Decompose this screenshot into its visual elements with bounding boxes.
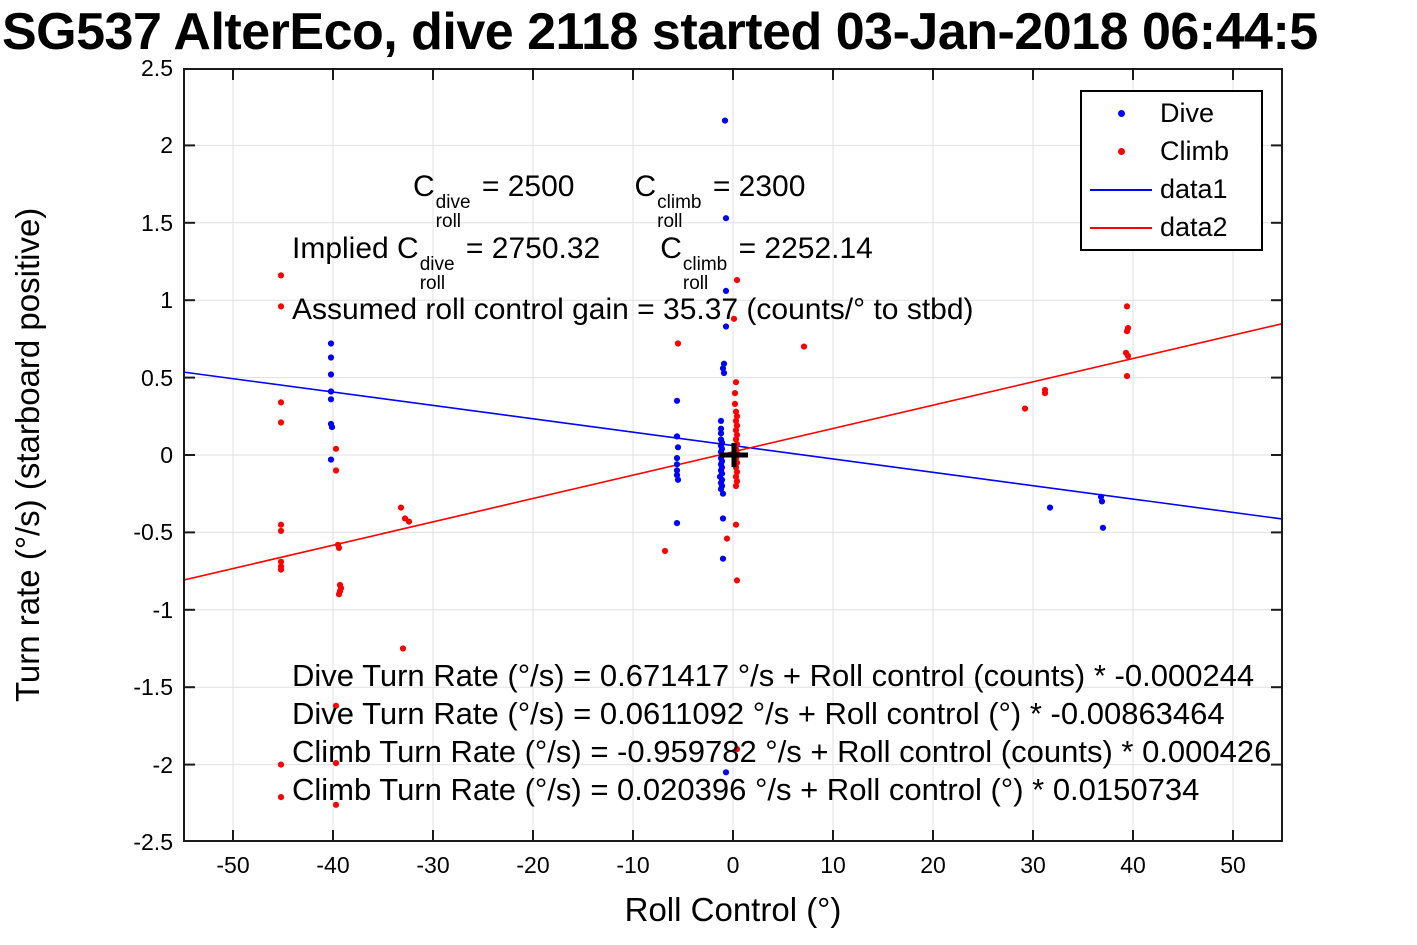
x-tick-label: 50 (1220, 852, 1246, 878)
climb-dot-marker-icon (1117, 147, 1125, 155)
origin-plus-marker (720, 443, 748, 467)
plot-canvas (183, 68, 1283, 842)
data1-line-marker-icon (1090, 188, 1152, 191)
y-tick-label: -0.5 (133, 519, 173, 546)
dive-dot-marker-icon (1117, 109, 1125, 117)
y-tick-label: 0.5 (141, 364, 173, 391)
y-tick-label: 2 (160, 132, 173, 159)
y-tick-label: -2 (152, 751, 173, 778)
x-tick-label: -30 (416, 852, 450, 878)
dive-scatter-points (327, 117, 1107, 776)
x-tick-label: -20 (516, 852, 550, 878)
y-tick-label: 0 (160, 442, 173, 468)
y-tick-label: -1.5 (133, 674, 173, 701)
y-axis-label: Turn rate (°/s) (starboard positive) (9, 207, 46, 703)
legend-label: Dive (1160, 97, 1215, 128)
x-tick-label: 30 (1020, 852, 1046, 878)
fit-equations: Dive Turn Rate (°/s) = 0.671417 °/s + Ro… (292, 657, 1271, 809)
legend: Dive Climb data1 data2 (1080, 90, 1263, 251)
legend-item-data1: data1 (1082, 172, 1261, 208)
legend-label: data2 (1160, 212, 1228, 243)
legend-item-data2: data2 (1082, 210, 1261, 246)
equation-line-dive-deg: Dive Turn Rate (°/s) = 0.0611092 °/s + R… (292, 696, 1225, 731)
x-tick-label: 40 (1120, 852, 1146, 878)
x-axis-label: Roll Control (°) (624, 891, 842, 928)
y-tick-label: -2.5 (133, 829, 173, 855)
x-tick-label: 10 (820, 852, 846, 878)
y-tick-label: 1.5 (141, 209, 173, 236)
x-tick-label: 20 (920, 852, 946, 878)
equation-line-dive-counts: Dive Turn Rate (°/s) = 0.671417 °/s + Ro… (292, 658, 1255, 693)
x-tick-label: 0 (726, 852, 740, 878)
y-tick-label: 1 (160, 287, 173, 314)
legend-item-dive: Dive (1082, 95, 1261, 131)
plot-frame (183, 68, 1283, 842)
legend-label: data1 (1160, 174, 1228, 205)
chart-title: SG537 AlterEco, dive 2118 started 03-Jan… (2, 3, 1318, 61)
x-tick-label: -10 (616, 852, 650, 878)
x-tick-label: -50 (216, 852, 250, 878)
equation-line-climb-counts: Climb Turn Rate (°/s) = -0.959782 °/s + … (292, 734, 1272, 769)
annotation-roll-gain: Assumed roll control gain = 35.37 (count… (292, 293, 974, 326)
x-tick-label: -40 (316, 852, 350, 878)
legend-label: Climb (1160, 135, 1230, 166)
legend-item-climb: Climb (1082, 133, 1261, 169)
data2-line-marker-icon (1090, 226, 1152, 229)
y-tick-label: -1 (152, 596, 173, 623)
equation-line-climb-deg: Climb Turn Rate (°/s) = 0.020396 °/s + R… (292, 772, 1200, 807)
y-tick-label: 2.5 (141, 55, 173, 81)
